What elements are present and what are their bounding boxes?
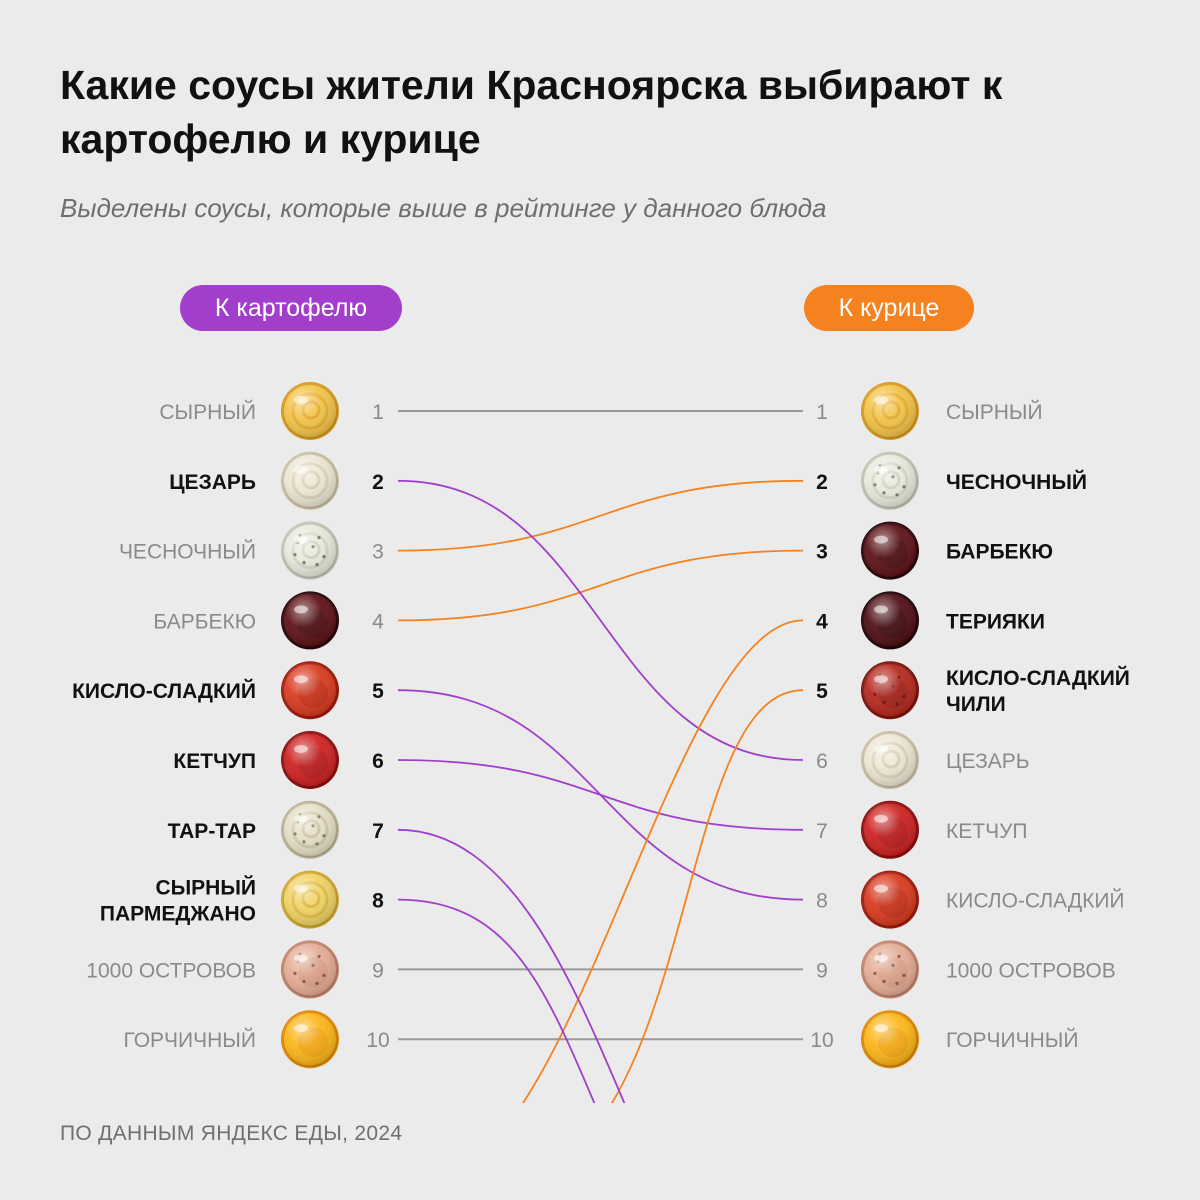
left-rank-3: 3 <box>372 541 384 564</box>
right-mustard-sauce-icon <box>861 1010 919 1069</box>
right-rank-7: 7 <box>816 820 828 843</box>
right-sauce-label-5-line-2: ЧИЛИ <box>946 693 1006 716</box>
right-ketchup-sauce-icon <box>861 800 919 859</box>
left-sauce-label-1-line-1: СЫРНЫЙ <box>159 400 256 424</box>
right-sauce-label-6-line-1: ЦЕЗАРЬ <box>946 750 1030 773</box>
right-sauce-label-3-line-1: БАРБЕКЮ <box>946 541 1053 564</box>
link-4-to-3 <box>397 549 804 622</box>
right-chili-sauce-icon <box>861 661 919 720</box>
left-sauce-label-8-line-2: ПАРМЕДЖАНО <box>100 903 256 926</box>
potato-column-badge: К картофелю <box>180 285 402 331</box>
left-sauce-label-4-line-1: БАРБЕКЮ <box>153 610 256 633</box>
right-sauce-label-5-line-1: КИСЛО-СЛАДКИЙ <box>946 666 1130 690</box>
left-sauce-label-3: ЧЕСНОЧНЫЙ <box>119 540 256 564</box>
chicken-column-badge: К курице <box>804 285 974 331</box>
left-sauce-label-9-line-1: 1000 ОСТРОВОВ <box>86 959 256 982</box>
right-rank-10: 10 <box>810 1029 833 1052</box>
right-sauce-label-7: КЕТЧУП <box>946 820 1028 843</box>
right-sweetsour-sauce-icon <box>861 870 919 929</box>
right-sauce-label-8: КИСЛО-СЛАДКИЙ <box>946 889 1125 913</box>
left-rank-8-off-chart-link <box>397 898 596 1103</box>
right-rank-5-off-chart-link <box>610 689 804 1103</box>
left-sauce-label-1: СЫРНЫЙ <box>159 400 256 424</box>
left-rank-7-off-chart-link <box>397 828 626 1103</box>
link-5-to-8 <box>397 689 804 901</box>
chart-title: Какие соусы жители Красноярска выбирают … <box>60 62 1003 162</box>
left-caesar-sauce-icon <box>281 451 339 510</box>
right-sauce-label-1-line-1: СЫРНЫЙ <box>946 400 1043 424</box>
left-rank-7: 7 <box>372 820 384 843</box>
left-sauce-label-10: ГОРЧИЧНЫЙ <box>124 1028 256 1052</box>
right-sauce-label-7-line-1: КЕТЧУП <box>946 820 1028 843</box>
right-rank-2: 2 <box>816 471 828 494</box>
right-rank-4-off-chart-link <box>521 619 804 1103</box>
left-sauce-label-8: СЫРНЫЙ ПАРМЕДЖАНО <box>100 876 256 926</box>
right-thousand-sauce-icon <box>861 940 919 999</box>
left-rank-5: 5 <box>372 680 384 703</box>
left-bbq-sauce-icon <box>281 591 339 650</box>
left-sauce-label-2-line-1: ЦЕЗАРЬ <box>169 471 256 494</box>
right-rank-3: 3 <box>816 541 828 564</box>
right-sauce-label-10-line-1: ГОРЧИЧНЫЙ <box>946 1028 1078 1052</box>
right-rank-6: 6 <box>816 750 828 773</box>
left-sauce-label-2: ЦЕЗАРЬ <box>169 471 256 494</box>
left-ketchup-sauce-icon <box>281 731 339 789</box>
left-sauce-label-8-line-1: СЫРНЫЙ <box>155 876 256 900</box>
left-sauce-label-9: 1000 ОСТРОВОВ <box>86 959 256 982</box>
right-sauce-label-8-line-1: КИСЛО-СЛАДКИЙ <box>946 889 1125 913</box>
left-sauce-label-10-line-1: ГОРЧИЧНЫЙ <box>124 1028 256 1052</box>
left-sweetsour-sauce-icon <box>281 661 339 720</box>
right-rank-8: 8 <box>816 890 828 913</box>
right-rank-9: 9 <box>816 959 828 982</box>
link-2-to-6 <box>397 479 804 761</box>
chart-subtitle: Выделены соусы, которые выше в рейтинге … <box>60 193 827 223</box>
left-sauce-label-6: КЕТЧУП <box>173 750 256 773</box>
right-garlic-sauce-icon <box>861 451 919 510</box>
left-mustard-sauce-icon <box>281 1010 339 1069</box>
right-sauce-label-10: ГОРЧИЧНЫЙ <box>946 1028 1078 1052</box>
left-rank-4: 4 <box>372 610 384 633</box>
left-garlic-sauce-icon <box>281 521 339 580</box>
right-bbq-sauce-icon <box>861 521 919 580</box>
right-cheese-sauce-icon <box>861 382 919 440</box>
left-sauce-label-7-line-1: ТАР-ТАР <box>168 820 256 843</box>
right-sauce-label-9: 1000 ОСТРОВОВ <box>946 959 1116 982</box>
left-sauce-label-6-line-1: КЕТЧУП <box>173 750 256 773</box>
right-rank-5: 5 <box>816 680 828 703</box>
right-caesar-sauce-icon <box>861 731 919 789</box>
left-sauce-label-4: БАРБЕКЮ <box>153 610 256 633</box>
left-rank-6: 6 <box>372 750 384 773</box>
right-teriyaki-sauce-icon <box>861 591 919 650</box>
left-rank-10: 10 <box>366 1029 389 1052</box>
link-3-to-2 <box>397 479 804 552</box>
left-thousand-sauce-icon <box>281 940 339 999</box>
left-rank-2: 2 <box>372 471 384 494</box>
left-sauce-label-3-line-1: ЧЕСНОЧНЫЙ <box>119 540 256 564</box>
left-rank-8: 8 <box>372 890 384 913</box>
right-sauce-label-5: КИСЛО-СЛАДКИЙ ЧИЛИ <box>946 666 1130 716</box>
right-sauce-label-4: ТЕРИЯКИ <box>946 610 1045 633</box>
left-rank-1: 1 <box>372 401 384 424</box>
left-tartar-sauce-icon <box>281 800 339 859</box>
right-rank-1: 1 <box>816 401 828 424</box>
left-rank-9: 9 <box>372 959 384 982</box>
right-sauce-label-9-line-1: 1000 ОСТРОВОВ <box>946 959 1116 982</box>
left-sauce-label-7: ТАР-ТАР <box>168 820 256 843</box>
left-parmesan-sauce-icon <box>281 870 339 929</box>
right-sauce-label-6: ЦЕЗАРЬ <box>946 750 1030 773</box>
right-sauce-label-2: ЧЕСНОЧНЫЙ <box>946 470 1087 494</box>
left-cheese-sauce-icon <box>281 382 339 440</box>
left-sauce-label-5-line-1: КИСЛО-СЛАДКИЙ <box>72 679 256 703</box>
right-sauce-label-4-line-1: ТЕРИЯКИ <box>946 610 1045 633</box>
right-rank-4: 4 <box>816 610 828 633</box>
left-sauce-label-5: КИСЛО-СЛАДКИЙ <box>72 679 256 703</box>
right-sauce-label-1: СЫРНЫЙ <box>946 400 1043 424</box>
data-source: ПО ДАННЫМ ЯНДЕКС ЕДЫ, 2024 <box>60 1122 403 1145</box>
right-sauce-label-3: БАРБЕКЮ <box>946 541 1053 564</box>
right-sauce-label-2-line-1: ЧЕСНОЧНЫЙ <box>946 470 1087 494</box>
